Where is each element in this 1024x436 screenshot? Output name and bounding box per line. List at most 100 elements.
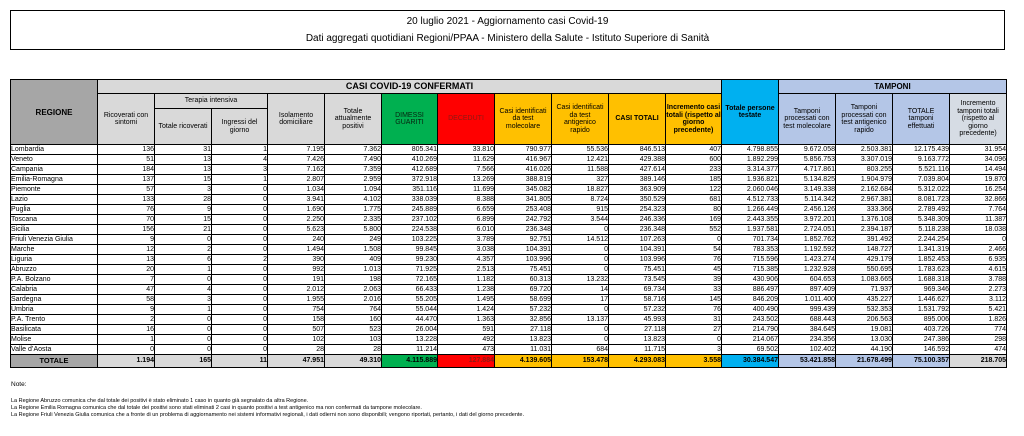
value-cell: 3.038 (437, 244, 495, 255)
value-cell: 9 (97, 304, 155, 315)
table-row: Valle d’Aosta 0 0 0 28 28 11.214 473 11.031 684 11… (10, 344, 1008, 355)
value-cell: 253.408 (494, 204, 552, 215)
column-header-regione: REGIONE (10, 79, 98, 145)
value-cell: 16.254 (948, 184, 1008, 195)
value-cell: 8.081.723 (892, 194, 950, 205)
group-header-terapia-intensiva: Terapia intensiva (154, 93, 268, 109)
value-cell: 13 (97, 254, 155, 265)
value-cell: 243.502 (721, 314, 779, 325)
value-cell: 55.536 (551, 144, 609, 155)
value-cell: 2.466 (948, 244, 1008, 255)
value-cell: 1.238 (437, 284, 495, 295)
value-cell: 148.727 (835, 244, 893, 255)
value-cell: 0 (154, 344, 212, 355)
table-row: Sardegna 58 3 0 1.955 2.016 55.205 1.495 58.699 1… (10, 294, 1008, 305)
value-cell: 57.232 (494, 304, 552, 315)
value-cell: 3.314.377 (721, 164, 779, 175)
value-cell: 3.149.338 (778, 184, 836, 195)
value-cell: 4 (154, 284, 212, 295)
value-cell: 21 (154, 224, 212, 235)
value-cell: 146.592 (892, 344, 950, 355)
value-cell: 5.312.022 (892, 184, 950, 195)
value-cell: 198 (324, 274, 382, 285)
total-label: TOTALE (10, 354, 98, 368)
value-cell: 715.385 (721, 264, 779, 275)
value-cell: 1.341.319 (892, 244, 950, 255)
value-cell: 3.972.201 (778, 214, 836, 225)
value-cell: 0 (211, 344, 268, 355)
value-cell: 430.906 (721, 274, 779, 285)
value-cell: 32.856 (494, 314, 552, 325)
column-header-casi-molecolare: Casi identificati da test molecolare (494, 93, 552, 145)
value-cell: 1 (211, 144, 268, 155)
value-cell: 8.724 (551, 194, 609, 205)
value-cell: 681 (665, 194, 722, 205)
column-header-dimessi-guariti: DIMESSI GUARITI (381, 93, 438, 145)
value-cell: 407 (665, 144, 722, 155)
value-cell: 45.993 (608, 314, 666, 325)
value-cell: 2.273 (948, 284, 1008, 295)
value-cell: 13.269 (437, 174, 495, 185)
value-cell: 1.094 (324, 184, 382, 195)
value-cell: 58.716 (608, 294, 666, 305)
value-cell: 92.751 (494, 234, 552, 245)
value-cell: 341.805 (494, 194, 552, 205)
value-cell: 12 (97, 244, 155, 255)
value-cell: 1.936.821 (721, 174, 779, 185)
value-cell: 1.424 (437, 304, 495, 315)
value-cell: 137 (97, 174, 155, 185)
value-cell: 0 (211, 234, 268, 245)
value-cell: 1.531.792 (892, 304, 950, 315)
region-name: Sicilia (10, 224, 98, 235)
value-cell: 3.941 (267, 194, 325, 205)
value-cell: 254.323 (608, 204, 666, 215)
value-cell: 0 (154, 274, 212, 285)
value-cell: 69.502 (721, 344, 779, 355)
value-cell: 1.690 (267, 204, 325, 215)
value-cell: 1.508 (324, 244, 382, 255)
value-cell: 13.030 (835, 334, 893, 345)
value-cell: 136 (97, 144, 155, 155)
value-cell: 51 (97, 154, 155, 165)
value-cell: 71.937 (835, 284, 893, 295)
value-cell: 1 (97, 334, 155, 345)
value-cell: 427.614 (608, 164, 666, 175)
value-cell: 80 (665, 204, 722, 215)
value-cell: 473 (437, 344, 495, 355)
value-cell: 44.470 (381, 314, 438, 325)
total-value-cell: 30.384.547 (721, 354, 779, 368)
value-cell: 33 (665, 284, 722, 295)
value-cell: 6.899 (437, 214, 495, 225)
column-header-tamponi-totale: TOTALE tamponi effettuati (892, 93, 950, 145)
value-cell: 249 (324, 234, 382, 245)
value-cell: 350.529 (608, 194, 666, 205)
value-cell: 1.446.627 (892, 294, 950, 305)
value-cell: 429.388 (608, 154, 666, 165)
column-header-casi-totali: CASI TOTALI (608, 93, 666, 145)
value-cell: 2.060.046 (721, 184, 779, 195)
value-cell: 26.004 (381, 324, 438, 335)
value-cell: 0 (211, 224, 268, 235)
column-header-incremento-tamponi: Incremento tamponi totali (rispetto al g… (948, 93, 1008, 145)
value-cell: 5.118.238 (892, 224, 950, 235)
value-cell: 19.870 (948, 174, 1008, 185)
value-cell: 11.387 (948, 214, 1008, 225)
total-value-cell: 165 (154, 354, 212, 368)
value-cell: 5.348.309 (892, 214, 950, 225)
value-cell: 45 (665, 264, 722, 275)
value-cell: 0 (551, 264, 609, 275)
total-value-cell: 218.705 (948, 354, 1008, 368)
value-cell: 4.512.733 (721, 194, 779, 205)
value-cell: 1.495 (437, 294, 495, 305)
value-cell: 0 (665, 334, 722, 345)
value-cell: 13.823 (494, 334, 552, 345)
value-cell: 6.935 (948, 254, 1008, 265)
region-name: Piemonte (10, 184, 98, 195)
region-name: Lazio (10, 194, 98, 205)
value-cell: 1.011.400 (778, 294, 836, 305)
value-cell: 0 (211, 294, 268, 305)
value-cell: 0 (551, 334, 609, 345)
value-cell: 435.227 (835, 294, 893, 305)
value-cell: 2.244.254 (892, 234, 950, 245)
value-cell: 1.852.762 (778, 234, 836, 245)
